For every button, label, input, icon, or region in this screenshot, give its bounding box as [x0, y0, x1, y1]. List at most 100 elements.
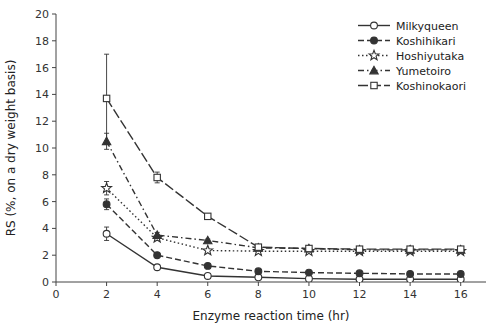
x-tick	[258, 282, 259, 286]
x-tick	[207, 282, 208, 286]
error-bar	[205, 214, 210, 219]
legend-marker	[370, 66, 378, 74]
y-tick-label: 6	[42, 196, 49, 209]
legend-item: Yumetoiro	[358, 65, 451, 78]
point	[406, 246, 414, 254]
y-tick-label: 10	[35, 142, 49, 155]
legend-label: Hoshiyutaka	[396, 50, 464, 63]
x-tick	[410, 282, 411, 286]
y-tick-label: 14	[35, 88, 49, 101]
series	[102, 182, 466, 256]
x-tick	[106, 282, 107, 286]
y-tick	[52, 40, 56, 41]
x-tick-label: 12	[353, 288, 367, 301]
y-tick-label: 20	[35, 8, 49, 21]
y-tick	[52, 174, 56, 175]
y-tick-label: 12	[35, 115, 49, 128]
x-tick-label: 2	[103, 288, 110, 301]
point	[205, 213, 211, 219]
x-tick-label: 14	[403, 288, 417, 301]
error-bar	[104, 54, 109, 142]
error-bar-cap	[104, 209, 109, 210]
series-line	[107, 188, 461, 251]
y-tick	[52, 94, 56, 95]
series	[103, 199, 464, 277]
point	[405, 246, 415, 255]
y-tick	[52, 67, 56, 68]
x-tick	[157, 282, 158, 286]
legend-item: Koshinokaori	[358, 80, 466, 93]
point	[204, 236, 212, 244]
point	[457, 246, 465, 254]
point	[255, 268, 262, 275]
point	[103, 95, 109, 101]
error-bar	[104, 227, 109, 240]
x-tick-label: 6	[204, 288, 211, 301]
point	[154, 174, 160, 180]
point	[154, 252, 161, 259]
legend-label: Milkyqueen	[396, 20, 459, 33]
series-line	[107, 141, 461, 250]
y-tick	[52, 14, 56, 15]
point	[306, 245, 312, 251]
error-bar	[104, 199, 109, 210]
legend-marker	[369, 50, 379, 59]
legend-item: Koshihikari	[358, 35, 456, 48]
y-tick	[52, 255, 56, 256]
point	[456, 246, 466, 255]
point	[305, 244, 313, 252]
y-tick	[52, 228, 56, 229]
error-bar-cap	[104, 227, 109, 228]
series	[103, 227, 464, 282]
point	[304, 246, 314, 255]
point	[153, 231, 161, 239]
error-bar-cap	[104, 54, 109, 55]
error-bar-cap	[104, 149, 109, 150]
point	[355, 246, 363, 254]
point	[457, 271, 464, 278]
x-tick-label: 8	[255, 288, 262, 301]
y-tick	[52, 121, 56, 122]
y-tick-label: 4	[42, 222, 49, 235]
y-tick	[52, 282, 56, 283]
y-tick-label: 2	[42, 249, 49, 262]
error-bar-cap	[104, 142, 109, 143]
point	[103, 201, 110, 208]
point	[356, 246, 362, 252]
x-axis-line	[56, 282, 486, 283]
point	[355, 246, 365, 255]
legend-marker	[371, 22, 378, 29]
error-bar-cap	[155, 172, 160, 173]
error-bar-cap	[104, 240, 109, 241]
y-tick-label: 8	[42, 169, 49, 182]
y-axis-title: RS (%, on a dry weight basis)	[4, 60, 18, 237]
point	[356, 270, 363, 277]
point	[255, 244, 261, 250]
y-tick-label: 16	[35, 62, 49, 75]
data-area	[102, 54, 466, 282]
x-tick	[56, 282, 57, 286]
point	[204, 273, 211, 280]
y-tick-label: 18	[35, 35, 49, 48]
legend-label: Koshinokaori	[396, 80, 466, 93]
x-axis-title: Enzyme reaction time (hr)	[192, 309, 349, 323]
series-line	[107, 204, 461, 274]
legend-marker	[371, 37, 378, 44]
point	[407, 246, 413, 252]
point	[204, 263, 211, 270]
point	[458, 246, 464, 252]
error-bar	[155, 172, 160, 183]
legend-marker	[371, 82, 377, 88]
point	[306, 269, 313, 276]
y-tick	[52, 201, 56, 202]
axes: 024681012141602468101214161820	[35, 8, 486, 301]
x-tick	[460, 282, 461, 286]
y-tick	[52, 148, 56, 149]
error-bar-cap	[155, 182, 160, 183]
legend: Milkyqueen Koshihikari Hoshiyutaka Yumetoir…	[358, 20, 466, 93]
x-tick	[308, 282, 309, 286]
x-tick-label: 0	[53, 288, 60, 301]
point	[102, 183, 112, 192]
x-tick-label: 16	[454, 288, 468, 301]
point	[407, 271, 414, 278]
